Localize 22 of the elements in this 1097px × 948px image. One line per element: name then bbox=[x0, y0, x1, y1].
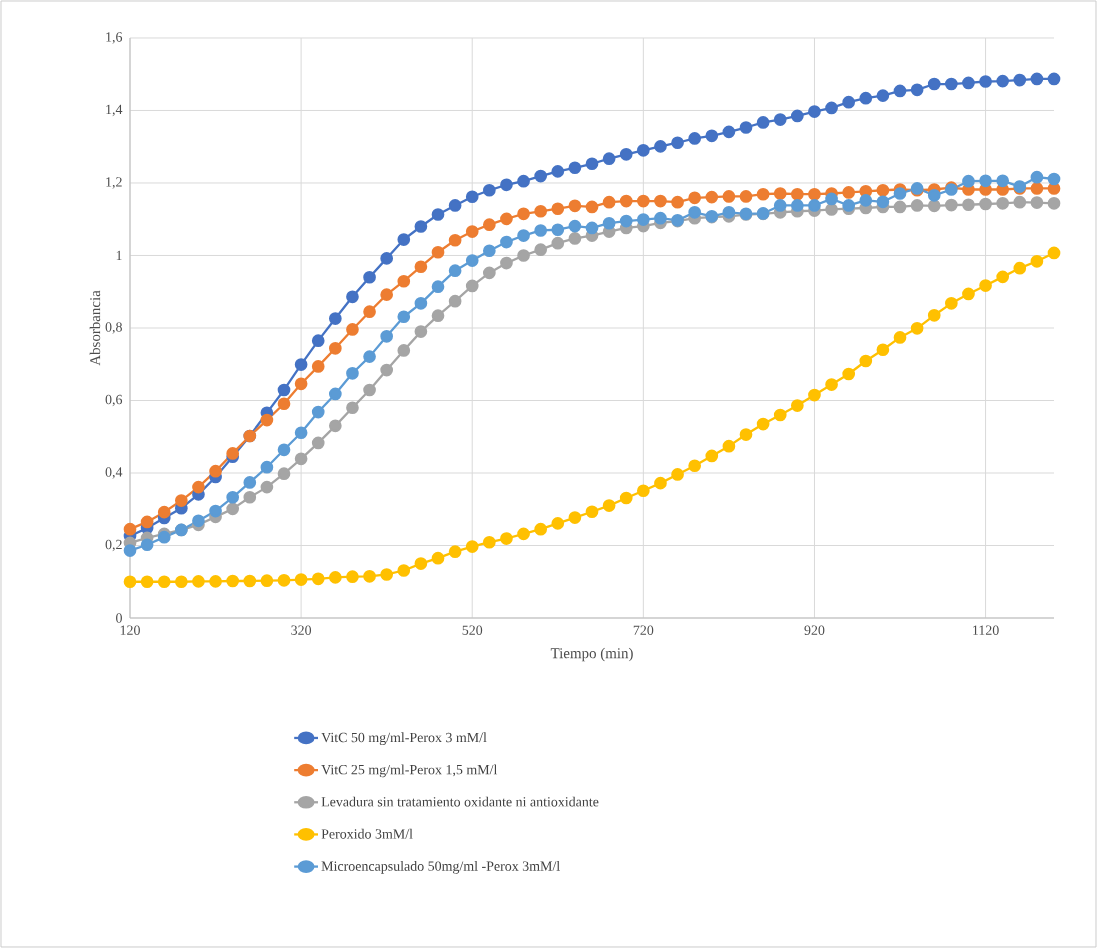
y-tick-label: 0 bbox=[116, 613, 122, 623]
y-axis-title: Absorbancia bbox=[89, 290, 101, 366]
y-tick-label: 1,6 bbox=[106, 32, 123, 44]
legend-label: Microencapsulado 50mg/ml -Perox 3mM/l bbox=[321, 860, 560, 874]
x-tick-label: 720 bbox=[633, 625, 654, 635]
legend-label: VitC 50 mg/ml-Perox 3 mM/l bbox=[321, 732, 487, 746]
y-tick-label: 1 bbox=[116, 250, 122, 261]
legend-label: VitC 25 mg/ml-Perox 1,5 mM/l bbox=[321, 764, 498, 778]
legend-label: Peroxido 3mM/l bbox=[321, 828, 413, 839]
y-tick-label: 0,2 bbox=[105, 539, 122, 552]
x-tick-label: 120 bbox=[120, 625, 140, 635]
x-tick-label: 320 bbox=[291, 625, 312, 635]
y-tick-label: 0,6 bbox=[105, 394, 123, 407]
x-tick-label: 920 bbox=[804, 625, 825, 635]
y-tick-label: 1,4 bbox=[106, 104, 123, 117]
y-tick-label: 1,2 bbox=[106, 177, 122, 189]
x-tick-label: 520 bbox=[462, 625, 483, 635]
y-tick-label: 0,4 bbox=[105, 467, 123, 479]
legend-label: Levadura sin tratamiento oxidante ni antioxidante bbox=[321, 796, 599, 807]
y-tick-label: 0,8 bbox=[105, 322, 122, 334]
x-axis-title: Tiempo (min) bbox=[550, 647, 633, 662]
x-tick-label: 1120 bbox=[973, 625, 999, 635]
